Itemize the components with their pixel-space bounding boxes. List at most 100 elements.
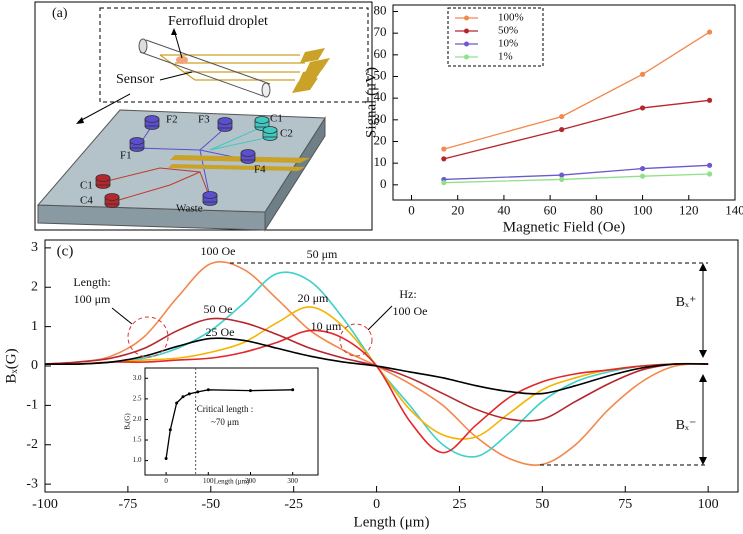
arrow [111,307,133,325]
chip-sensor [168,155,310,171]
port-label: F1 [120,150,132,162]
x-tick-label: -25 [284,497,303,512]
x-axis-label: Length (μm) [214,478,250,486]
legend-marker [464,15,469,21]
port-label: C4 [80,195,93,207]
annotation: 50 Oe [204,302,233,316]
droplet-label: Ferrofluid droplet [168,14,268,29]
x-axis-label: Length (μm) [354,514,430,530]
data-point [706,97,713,103]
chart: 0 20 40 60 80 100 120 14001020304050607080Magne… [363,2,743,235]
legend-marker [464,28,469,34]
zoom-box [99,7,369,103]
x-tick-label: 50 [535,497,549,512]
port-label: F3 [198,114,210,126]
annotation: 50 μm [307,247,338,261]
series-line [443,164,710,181]
arrow [77,93,131,123]
highlight-circle [339,323,373,357]
x-tick-label: 40 [497,203,510,218]
arrow-head [699,350,707,358]
x-tick-label: 140 [725,203,743,218]
highlight-circle [127,316,169,358]
annotation: Bₓ⁻ [676,418,697,433]
x-tick-label: 0 [408,203,415,218]
y-tick-label: -1 [26,398,38,413]
y-tick-label: 0 [31,358,38,373]
port-labels: F2 F3 C1 C2 F1 F4 C1 C4 Waste [80,113,293,215]
data-point [639,105,646,111]
y-tick-label: 1.5 [133,436,142,444]
y-tick-label: 2 [31,279,38,294]
series-line [443,99,710,160]
x-tick-label: -75 [119,497,138,512]
data-point [248,389,252,393]
data-point [639,173,646,179]
data-point [164,457,168,461]
data-point [706,29,713,35]
x-tick-label: 80 [590,203,603,218]
arrow [367,305,393,331]
y-tick-label: 60 [374,46,387,61]
arrow-head [699,374,707,382]
y-tick-label: 20 [374,132,387,147]
panel-a: Ferrofluid droplet Sensor (a) [34,1,373,232]
data-point [196,390,200,394]
x-tick-label: 0 [373,497,380,512]
port-label: C1 [80,180,93,192]
series-line [443,173,710,184]
sensor-label: Sensor [116,72,154,87]
annotation: Critical length : [197,404,254,414]
legend-label: 1% [498,51,513,63]
annotation: 10 μm [311,319,342,333]
data-point [187,392,191,396]
panel-frame [34,1,373,231]
x-tick-label: 300 [287,477,298,485]
legend-label: 10% [498,38,518,50]
annotation: 100 μm [74,292,111,306]
y-tick-label: 2.0 [133,415,142,423]
arrow-head [171,28,177,35]
x-tick-label: 75 [618,497,632,512]
y-tick-label: 3 [31,240,38,255]
legend-label: 50% [498,25,518,37]
data-point [559,176,565,183]
annotation: 100 Oe [201,244,236,258]
charts: 0 20 40 60 80 100 120 14001020304050607080Magne… [3,2,743,530]
y-tick-label: 3.0 [133,374,142,382]
x-tick-label: -50 [201,497,220,512]
data-point [441,146,447,152]
data-point [291,388,295,392]
port-label: F2 [166,114,178,126]
y-tick-label: 50 [374,67,387,82]
data-point [206,388,210,392]
data-point [441,180,447,186]
y-tick-label: 40 [374,89,387,104]
data-point [559,126,565,133]
legend-marker [464,54,469,60]
chart: -100 -75 -50 -25 0 25 50 75 100 -3 -2 -1 0 1 2 3 Length … [3,239,739,530]
x-tick-label: 20 [451,203,464,218]
x-tick-label: 100 [698,497,719,512]
tube [138,38,271,98]
annotation: Length: [73,275,110,289]
port-label: F4 [254,164,266,176]
sensor-pads [292,48,330,93]
plot-frame [392,4,736,201]
chart: 0 100 200 300 1.0 1.5 2.0 2.5 3.0 Length (μm) Bₓ(G… [124,367,319,486]
x-tick-label: -100 [32,497,58,512]
data-point [168,428,172,432]
annotation: Bₓ⁺ [676,295,697,310]
port-label: C2 [280,128,293,140]
data-point [639,165,646,172]
annotation: 20 μm [298,291,329,305]
y-axis-label: Signal (μV) [363,67,379,138]
data-point [639,71,646,77]
y-axis-label: Bₓ(G) [124,413,132,430]
annotation: Hz: [399,287,416,301]
y-tick-label: 1.0 [133,456,142,464]
x-tick-label: 25 [452,497,466,512]
panel-label: (c) [57,243,74,259]
port-label: Waste [176,203,203,215]
